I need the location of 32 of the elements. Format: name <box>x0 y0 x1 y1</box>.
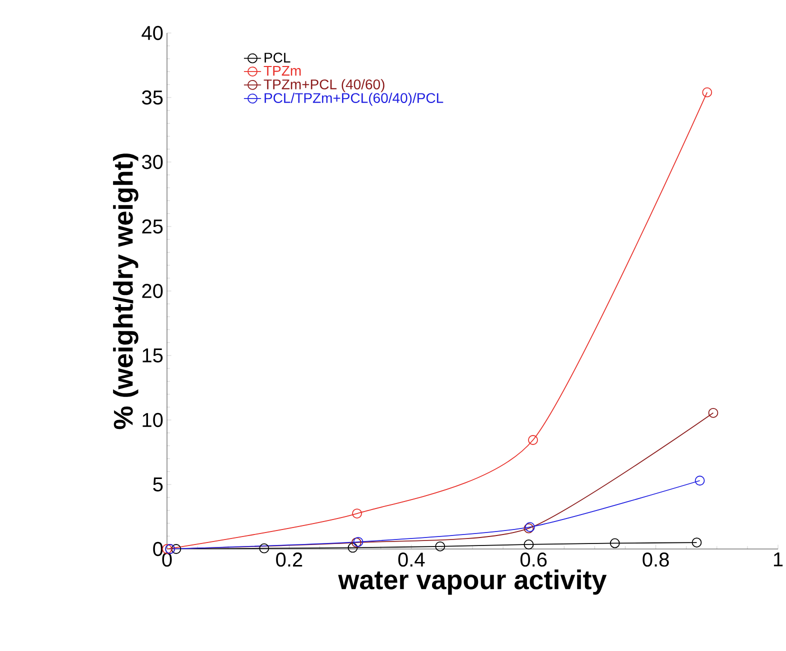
point <box>692 538 702 548</box>
y-tick-label: 5 <box>153 478 163 492</box>
legend-label: PCL/TPZm+PCL(60/40)/PCL <box>264 92 444 106</box>
legend-label: TPZm+PCL (40/60) <box>264 79 384 92</box>
point <box>352 508 362 518</box>
point <box>694 476 705 486</box>
y-tick-label: 25 <box>142 219 163 234</box>
x-tick-label: 0.8 <box>642 552 669 567</box>
point <box>348 542 358 553</box>
legend-label: TPZm <box>264 66 301 76</box>
y-axis-title: % (weight/dry weight) <box>113 154 138 430</box>
x-axis-title: water vapour activity <box>338 570 607 595</box>
y-tick-label: 35 <box>142 90 163 105</box>
point <box>524 540 534 550</box>
y-tick-label: 20 <box>142 284 163 298</box>
y-tick-label: 30 <box>142 154 163 170</box>
point <box>171 544 182 554</box>
point <box>259 543 270 554</box>
x-tick-label: 0.6 <box>520 552 547 567</box>
point <box>610 538 620 548</box>
point <box>702 87 712 98</box>
x-tick-label: 0.4 <box>398 552 425 567</box>
y-tick-label: 40 <box>142 26 163 40</box>
point <box>528 435 538 445</box>
x-tick-label: 1 <box>774 552 783 566</box>
y-tick-label: 10 <box>142 412 163 428</box>
point <box>708 408 718 418</box>
y-tick-label: 15 <box>142 348 163 362</box>
y-tick-label: 0 <box>153 542 163 556</box>
point <box>435 541 446 552</box>
legend-label: PCL <box>264 52 290 63</box>
x-tick-label: 0.2 <box>276 552 302 567</box>
